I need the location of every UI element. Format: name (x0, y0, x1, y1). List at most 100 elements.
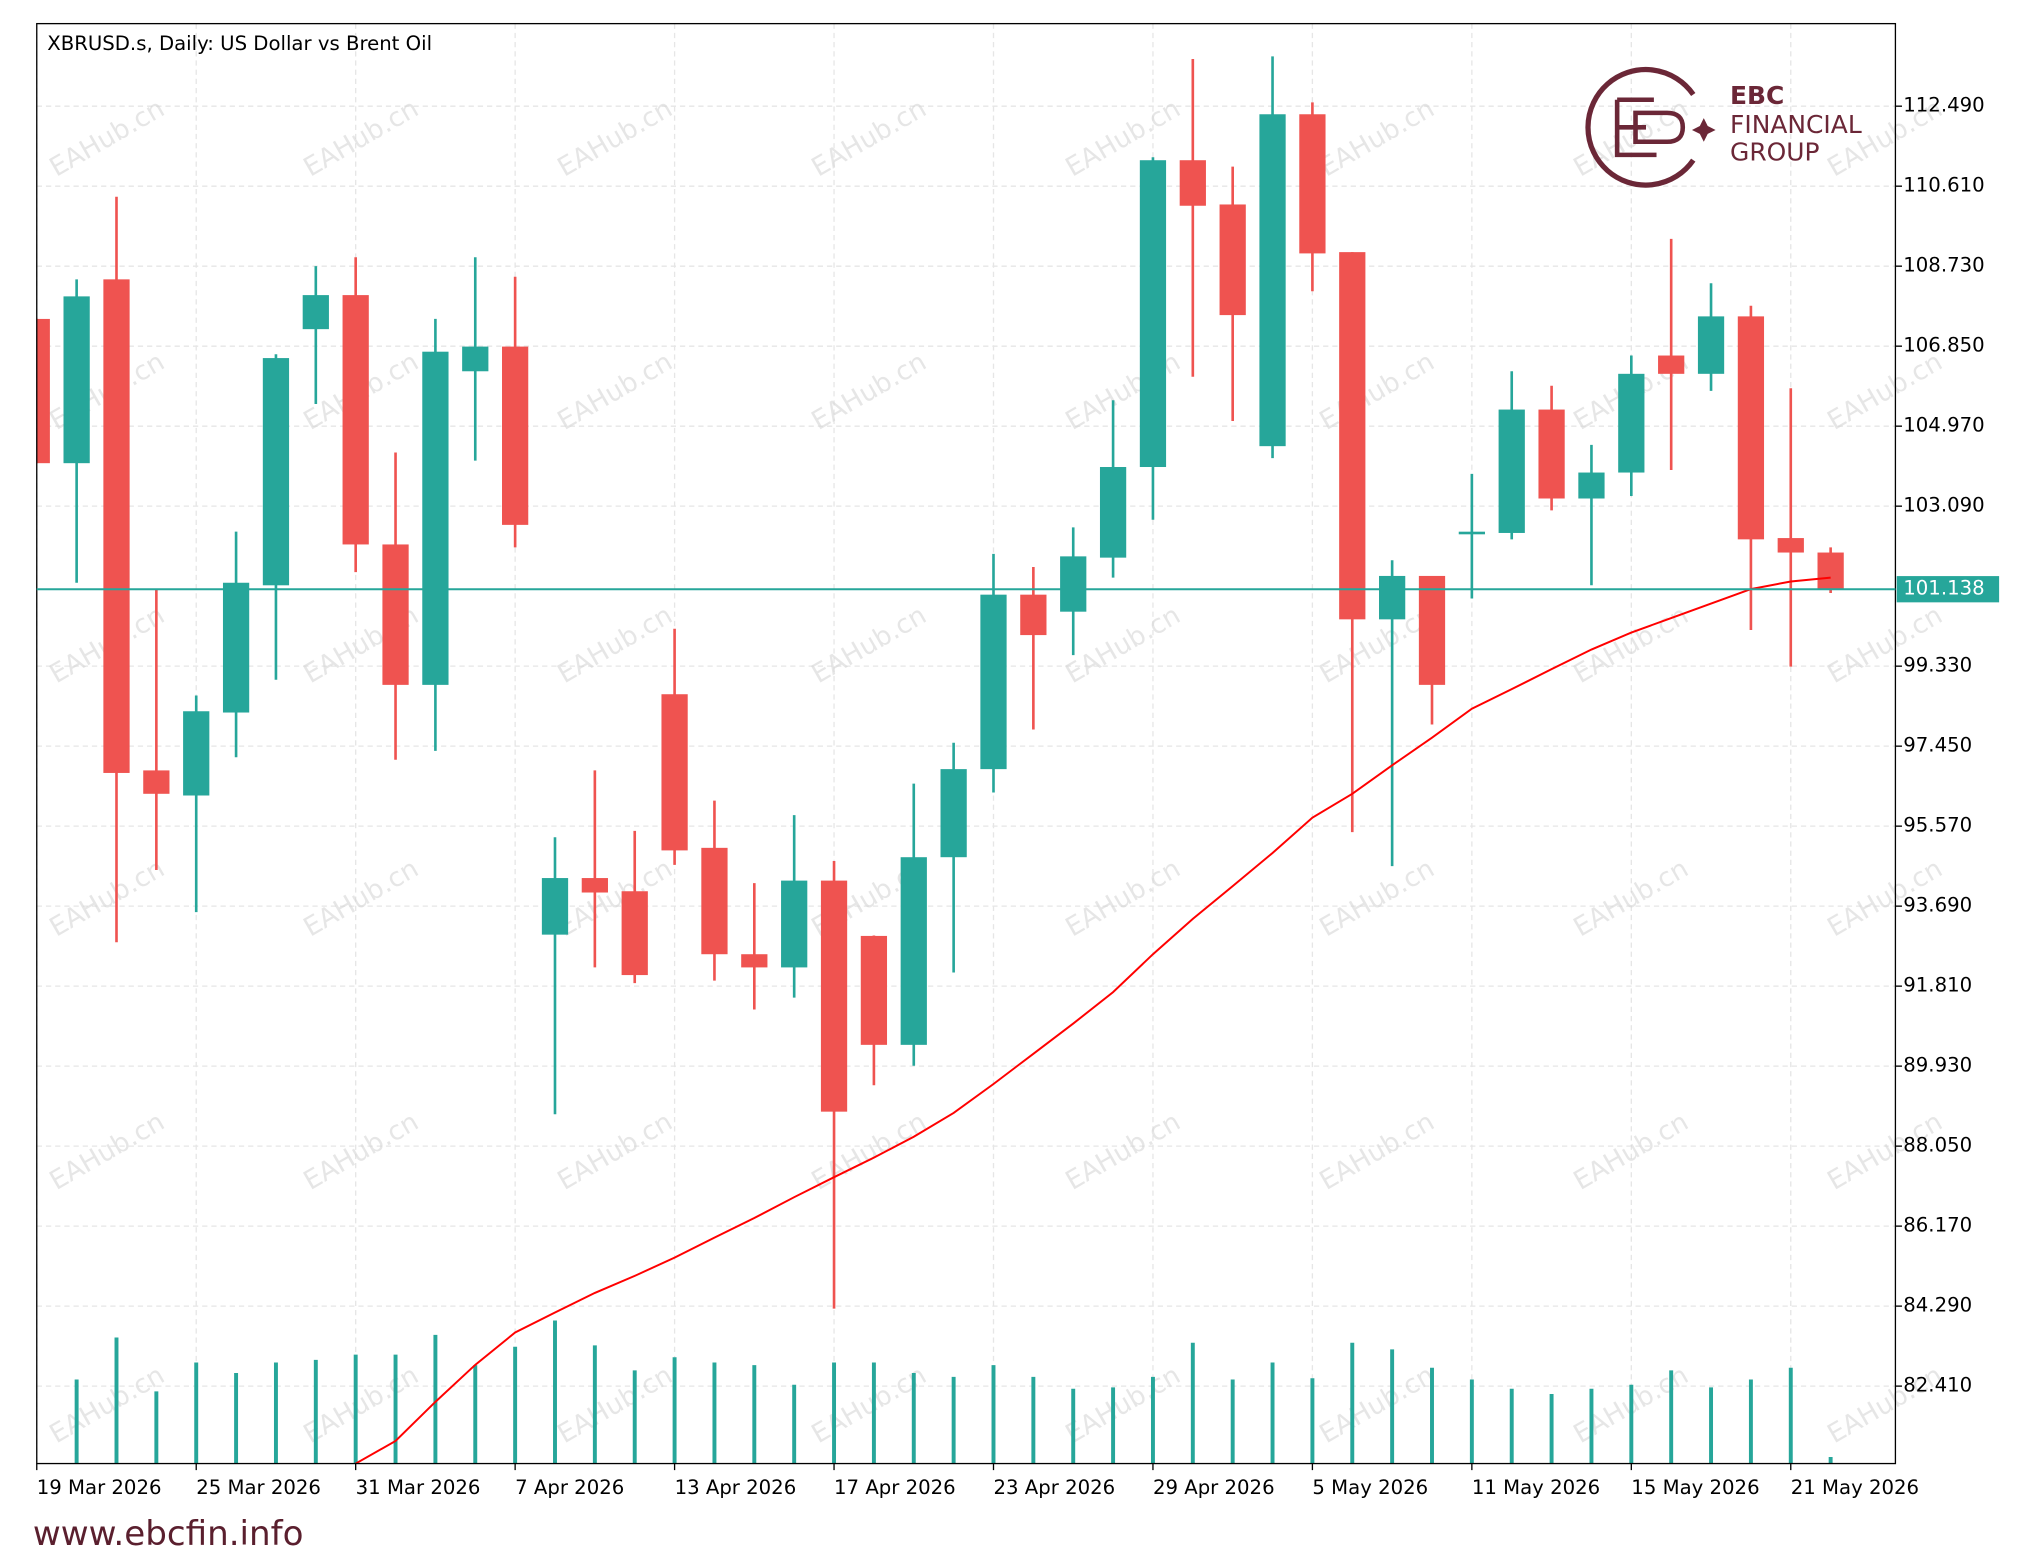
candle-body (1817, 552, 1844, 590)
candle-body (422, 351, 449, 685)
watermark: EAHub.cn (1061, 600, 1186, 689)
x-tick-label: 25 Mar 2026 (196, 1476, 321, 1499)
logo-text: FINANCIAL (1730, 110, 1862, 139)
watermark: EAHub.cn (553, 1107, 678, 1196)
candle-body (1379, 575, 1406, 620)
candle-body (1658, 355, 1685, 374)
y-tick-label: 82.410 (1903, 1374, 1972, 1397)
watermark: EAHub.cn (807, 600, 932, 689)
candle-body (621, 891, 648, 976)
y-tick-label: 93.690 (1903, 894, 1972, 917)
candle-body (940, 769, 967, 858)
x-tick-label: 15 May 2026 (1631, 1476, 1759, 1499)
candle-body (1418, 575, 1446, 685)
moving-average-line (355, 576, 1831, 1464)
candle-body (1099, 467, 1127, 558)
watermark: EAHub.cn (807, 94, 932, 183)
x-tick-label: 11 May 2026 (1472, 1476, 1600, 1499)
watermark: EAHub.cn (1315, 1360, 1440, 1449)
x-tick-label: 31 Mar 2026 (356, 1476, 481, 1499)
watermark: EAHub.cn (1569, 854, 1694, 943)
y-tick-label: 84.290 (1903, 1294, 1972, 1317)
candle-body (1139, 160, 1167, 468)
logo-star (1691, 118, 1716, 142)
y-tick-label: 86.170 (1903, 1214, 1972, 1237)
watermark: EAHub.cn (1061, 1107, 1186, 1196)
candle-body (1737, 316, 1765, 540)
candle-body (701, 847, 728, 955)
x-tick-label: 29 Apr 2026 (1153, 1476, 1275, 1499)
candle-body (661, 694, 688, 851)
watermarks: EAHub.cn EAHub.cn EAHub.cn EAHub.cn EAHub.cn… (45, 94, 1948, 1450)
x-tick-label: 23 Apr 2026 (993, 1476, 1115, 1499)
current-price-label: 101.138 (1903, 577, 1984, 600)
candle-body (103, 279, 130, 773)
candle-body (1179, 160, 1206, 206)
candle-body (900, 857, 927, 1045)
candle-body (1697, 316, 1725, 374)
candle-body (302, 295, 329, 330)
watermark: EAHub.cn (45, 1107, 170, 1196)
y-tick-label: 108.730 (1903, 254, 1984, 277)
y-tick-label: 106.850 (1903, 334, 1984, 357)
watermark: EAHub.cn (553, 1360, 678, 1449)
watermark: EAHub.cn (1061, 1360, 1186, 1449)
logo-text: GROUP (1730, 138, 1820, 167)
current-price-box (1896, 576, 2000, 603)
candle-body (382, 544, 409, 685)
plot-frame (36, 22, 1897, 1465)
candle-body (1299, 114, 1326, 254)
x-tick-label: 7 Apr 2026 (515, 1476, 624, 1499)
watermark: EAHub.cn (1061, 347, 1186, 436)
watermark: EAHub.cn (45, 1360, 170, 1449)
logo: EBC FINANCIAL GROUP (1585, 66, 1862, 188)
watermark: EAHub.cn (1315, 854, 1440, 943)
footer: www.ebcfin.info (33, 1514, 304, 1554)
candle-body (741, 954, 768, 968)
y-tick-label: 112.490 (1903, 94, 1984, 117)
candle-body (1538, 409, 1565, 499)
candle-body (1578, 472, 1605, 499)
volume (74, 1320, 1833, 1464)
candle-body (222, 582, 250, 713)
y-tick-label: 91.810 (1903, 974, 1972, 997)
x-tick-label: 17 Apr 2026 (834, 1476, 956, 1499)
candle-body (1777, 538, 1804, 553)
y-tick-label: 99.330 (1903, 654, 1972, 677)
candle-body (262, 358, 290, 586)
y-tick-label: 88.050 (1903, 1134, 1972, 1157)
candle-body (143, 770, 170, 794)
candle-body (1339, 252, 1366, 620)
watermark: EAHub.cn (299, 94, 424, 183)
candle-body (820, 880, 848, 1112)
candle-body (502, 346, 529, 525)
watermark: EAHub.cn (1315, 347, 1440, 436)
watermark: EAHub.cn (299, 1107, 424, 1196)
candle-body (860, 935, 888, 1045)
watermark: EAHub.cn (1061, 854, 1186, 943)
candle-body (541, 878, 569, 935)
logo-mark (1614, 97, 1686, 158)
candle-body (342, 295, 369, 545)
candle-body (63, 296, 90, 464)
candle-body (1219, 204, 1246, 316)
candle-body (1259, 114, 1286, 447)
candle-body (581, 878, 608, 893)
y-tick-label: 97.450 (1903, 734, 1972, 757)
watermark: EAHub.cn (553, 600, 678, 689)
y-tick-label: 89.930 (1903, 1054, 1972, 1077)
watermark: EAHub.cn (45, 94, 170, 183)
candle-body (1060, 556, 1087, 612)
candle-body (183, 711, 210, 796)
candle-body (462, 346, 489, 372)
y-tick-label: 110.610 (1903, 174, 1984, 197)
candle-body (1618, 373, 1645, 473)
x-tick-label: 13 Apr 2026 (675, 1476, 797, 1499)
candle-body (781, 880, 808, 968)
chart-title: XBRUSD.s, Daily: US Dollar vs Brent Oil (47, 32, 432, 55)
candles (36, 56, 1844, 1309)
y-tick-label: 95.570 (1903, 814, 1972, 837)
watermark: EAHub.cn (1061, 94, 1186, 183)
candle-body (36, 318, 50, 464)
x-tick-label: 5 May 2026 (1312, 1476, 1428, 1499)
